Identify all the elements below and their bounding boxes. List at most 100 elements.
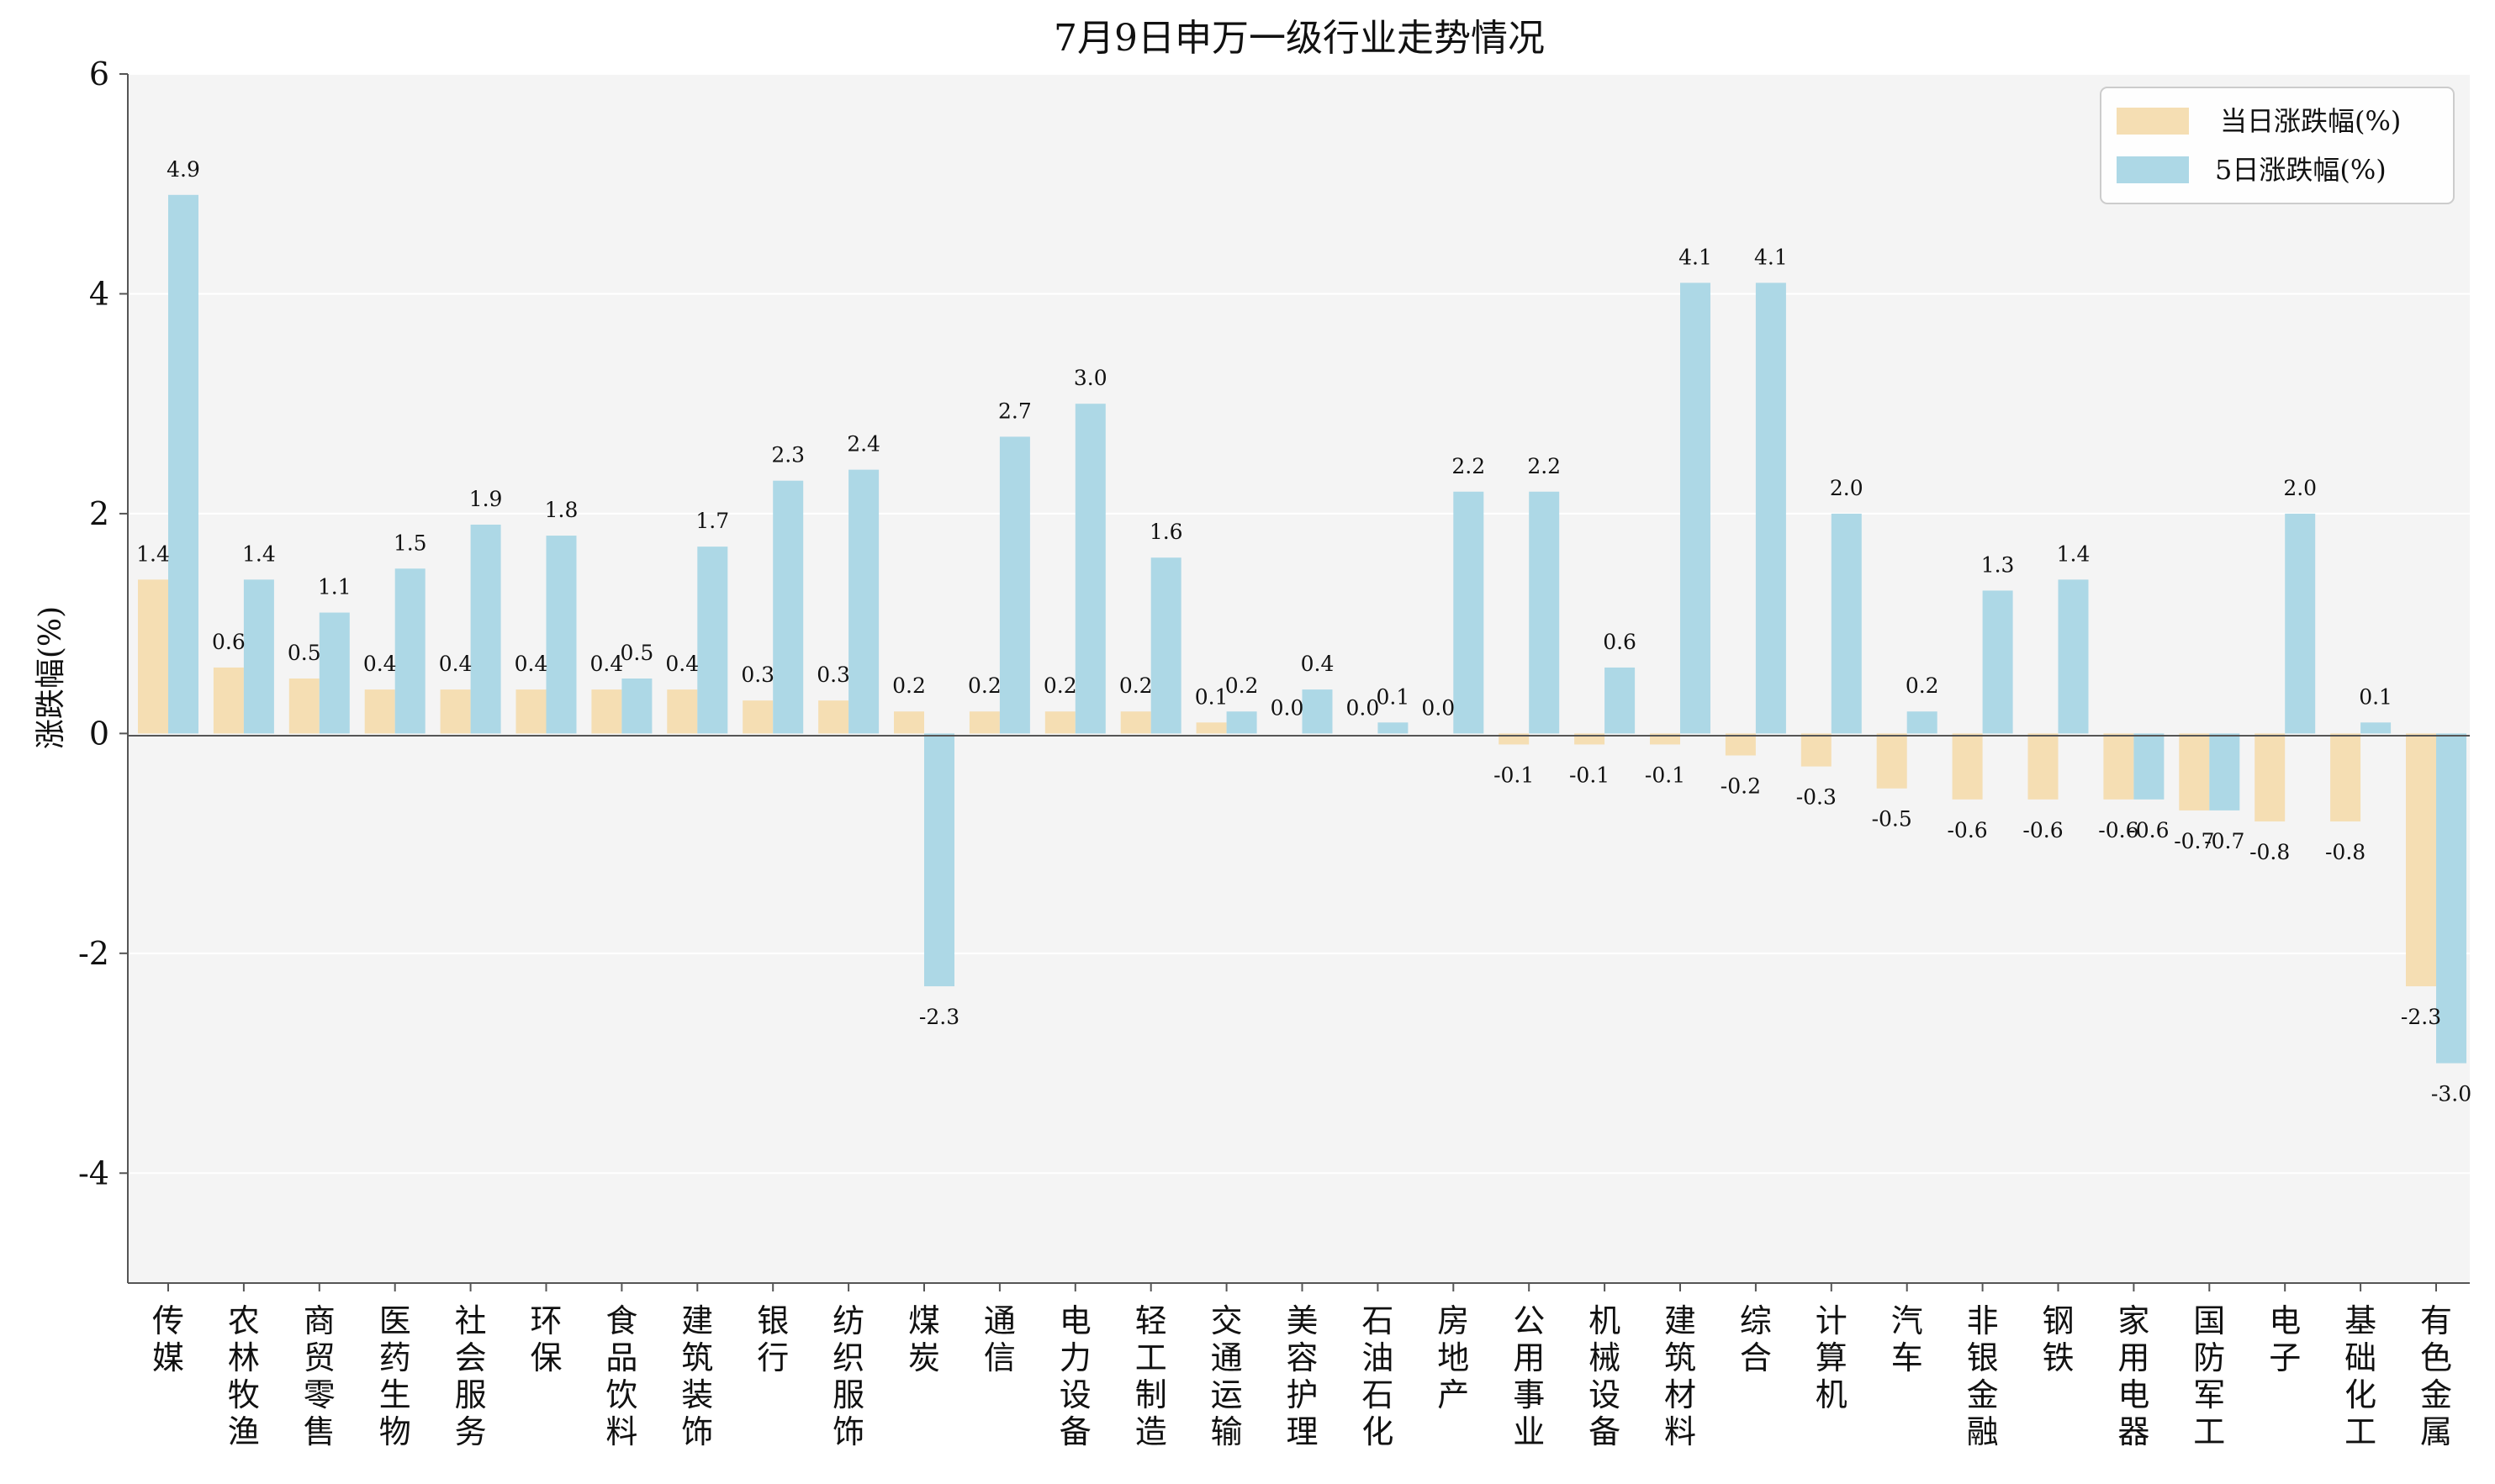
y-axis-ticks: 6 4 2 0 -2 -4 [78,55,128,1191]
value-label-5day: 3.0 [1074,366,1107,390]
x-tick-label: 环保 [530,1302,562,1376]
bar-5day [848,469,880,734]
y-tick-label: 4 [89,275,109,312]
y-tick-label: -4 [78,1154,109,1191]
value-label-daily: 0.4 [515,652,548,676]
value-label-daily: -0.3 [1796,785,1837,810]
x-tick-label: 机械设备 [1588,1302,1620,1450]
value-label-5day: 4.9 [167,157,200,182]
value-label-5day: 1.7 [695,509,729,533]
bar-5day [470,524,501,734]
x-tick-label: 基础化工 [2344,1302,2376,1450]
x-tick-label: 公用事业 [1513,1302,1545,1450]
x-tick-label: 交通运输 [1211,1302,1243,1450]
value-label-daily: 0.3 [741,663,774,687]
x-tick-label: 美容护理 [1286,1302,1318,1450]
x-tick-label: 传媒 [152,1302,184,1376]
value-label-5day: 2.0 [1830,476,1863,500]
value-label-daily: 0.2 [1044,673,1077,698]
value-label-5day: 0.6 [1603,630,1636,654]
value-label-daily: 0.2 [1119,673,1153,698]
value-label-5day: 1.3 [1981,552,2015,577]
value-label-daily: -0.6 [1947,818,1987,842]
bar-daily [364,689,395,734]
value-label-5day: 0.2 [1906,673,1939,698]
value-label-daily: 0.0 [1346,695,1380,720]
value-label-5day: 1.8 [545,498,579,522]
bar-5day [1604,667,1636,734]
bars [138,194,2466,1064]
x-tick-label: 电力设备 [1060,1302,1092,1450]
bar-5day [2436,733,2466,1064]
value-label-5day: -2.3 [919,1005,959,1029]
value-label-5day: -0.7 [2204,829,2244,853]
x-axis-ticks: 传媒 农林牧渔 商贸零售 医药生物 社会服务 环保 食品饮料 建筑装饰 银行 纺织服饰 煤炭通信电力… [152,1283,2452,1450]
bar-daily [2330,733,2361,821]
y-tick-label: 0 [89,715,109,752]
value-label-daily: 1.4 [136,541,170,566]
bar-5day [1755,283,1786,734]
value-label-daily: 0.2 [968,673,1002,698]
value-label-5day: -0.6 [2128,818,2169,842]
bar-daily [2103,733,2134,800]
x-tick-label: 农林牧渔 [228,1302,260,1450]
bar-5day [999,436,1030,734]
grid-lines [128,73,2470,1175]
bar-5day [697,547,728,734]
value-label-daily: -0.6 [2098,818,2138,842]
value-label-5day: 1.4 [242,541,276,566]
y-tick-label: -2 [78,935,109,972]
value-label-daily: -0.7 [2174,829,2214,853]
x-tick-label: 电子 [2269,1302,2301,1376]
legend-label-5day: 5日涨跌幅(%) [2215,154,2387,186]
bar-5day [2133,733,2165,800]
bar-5day [621,679,653,734]
bar-5day [1075,404,1106,734]
x-tick-label: 社会服务 [455,1302,487,1450]
bar-5day [1302,689,1333,734]
bar-daily [440,689,471,734]
value-label-daily: -0.5 [1872,807,1912,832]
bar-5day [2058,579,2089,734]
value-label-5day: 1.9 [469,487,503,511]
legend-label-daily: 当日涨跌幅(%) [2220,105,2401,137]
value-label-5day: 2.3 [771,443,805,467]
bar-5day [319,612,350,734]
bar-daily [2406,733,2436,987]
x-tick-label: 纺织服饰 [833,1302,864,1450]
value-label-5day: 0.2 [1225,673,1259,698]
bar-daily [288,679,320,734]
bar-daily [969,711,1000,734]
value-label-daily: 0.4 [439,652,473,676]
value-label-5day: 2.2 [1451,454,1485,478]
x-tick-label: 非银金融 [1967,1302,1999,1450]
value-label-daily: -0.8 [2325,840,2365,864]
bar-daily [667,689,698,734]
value-label-daily: 0.4 [363,652,397,676]
value-label-5day: 2.4 [847,432,880,457]
bar-daily [894,711,924,734]
value-label-daily: -2.3 [2401,1005,2441,1029]
value-label-5day: 4.1 [1678,245,1712,269]
bar-5day [243,579,274,734]
x-tick-label: 煤炭 [908,1302,940,1376]
bar-5day [1982,590,2013,734]
value-label-daily: 0.4 [590,652,624,676]
value-label-5day: 1.4 [2057,541,2091,566]
legend: 当日涨跌幅(%) 5日涨跌幅(%) [2100,87,2455,204]
bar-5day [1150,557,1181,734]
bar-5day [2285,513,2316,734]
y-axis-label: 涨跌幅(%) [34,606,68,749]
y-tick-label: 6 [89,55,109,92]
value-label-5day: 0.1 [2359,684,2392,709]
x-tick-label: 汽车 [1891,1302,1923,1376]
x-tick-label: 综合 [1740,1302,1772,1376]
value-label-daily: -0.1 [1645,763,1685,787]
x-tick-label: 计算机 [1816,1302,1847,1413]
bar-daily [1725,733,1756,756]
bar-5day [394,568,426,734]
legend-swatch-5day [2117,156,2189,183]
value-label-5day: 1.6 [1150,520,1183,544]
bar-5day [2360,722,2392,734]
bar-daily [591,689,622,734]
